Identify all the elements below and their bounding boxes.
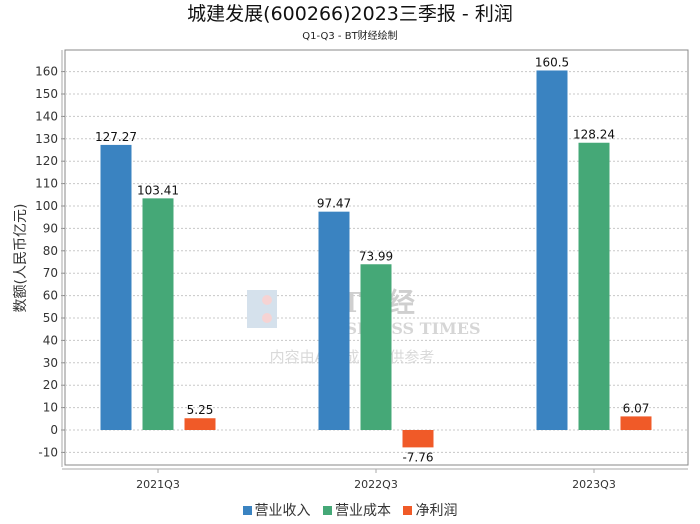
bar [536,70,568,430]
bar [402,430,434,448]
data-label: 103.41 [137,183,179,197]
chart-title: 城建发展(600266)2023三季报 - 利润 [187,3,513,25]
y-tick-label: 100 [35,199,58,213]
data-label: 6.07 [623,401,650,415]
legend-label: 营业收入 [254,503,311,519]
legend-label: 净利润 [415,503,458,519]
y-tick-label: 30 [43,356,58,370]
y-tick-label: 0 [50,423,58,437]
data-label: 5.25 [187,403,214,417]
y-tick-label: 150 [35,87,58,101]
y-axis-label: 数额(人民币亿元) [13,204,29,313]
bar [360,264,392,430]
y-tick-label: 110 [35,177,58,191]
watermark-logo-sub: BUSINESS TIMES [318,319,481,338]
legend: 营业收入 营业成本 净利润 [0,502,700,520]
legend-item-net-profit[interactable]: 净利润 [403,503,457,519]
data-label: 73.99 [359,249,393,263]
bar [100,144,132,430]
x-tick-label: 2023Q3 [572,478,616,491]
watermark-logo-dot [262,295,272,305]
y-tick-label: 50 [43,311,58,325]
bar [620,416,652,430]
bar [184,418,216,430]
y-tick-label: -10 [38,445,58,459]
bar [318,211,350,430]
legend-item-cost[interactable]: 营业成本 [323,503,391,519]
y-tick-label: 60 [43,289,58,303]
bar [142,198,174,430]
y-tick-label: 70 [43,266,58,280]
y-tick-label: 80 [43,244,58,258]
legend-swatch [403,506,413,515]
y-tick-label: 120 [35,154,58,168]
data-label: 128.24 [573,128,615,142]
data-label: 160.5 [535,55,569,69]
chart-subtitle: Q1-Q3 - BT财经绘制 [302,31,398,42]
y-tick-label: 40 [43,333,58,347]
data-label: 97.47 [317,197,351,211]
watermark-logo-icon [247,290,277,328]
x-tick-label: 2022Q3 [354,478,398,491]
data-label: 127.27 [95,130,137,144]
y-tick-label: 10 [43,401,58,415]
y-tick-label: 140 [35,109,58,123]
x-tick-label: 2021Q3 [136,478,180,491]
legend-item-revenue[interactable]: 营业收入 [242,503,311,519]
watermark-logo-dot [262,313,272,323]
y-tick-label: 130 [35,132,58,146]
legend-swatch [242,506,252,515]
legend-swatch [323,506,332,515]
watermark-note: 内容由AI生成，仅供参考 [270,348,435,366]
data-label: -7.76 [402,450,433,464]
y-tick-label: 90 [43,221,58,235]
bar [578,142,610,430]
y-tick-label: 20 [43,378,58,392]
legend-label: 营业成本 [335,503,391,519]
y-tick-label: 160 [35,65,58,79]
